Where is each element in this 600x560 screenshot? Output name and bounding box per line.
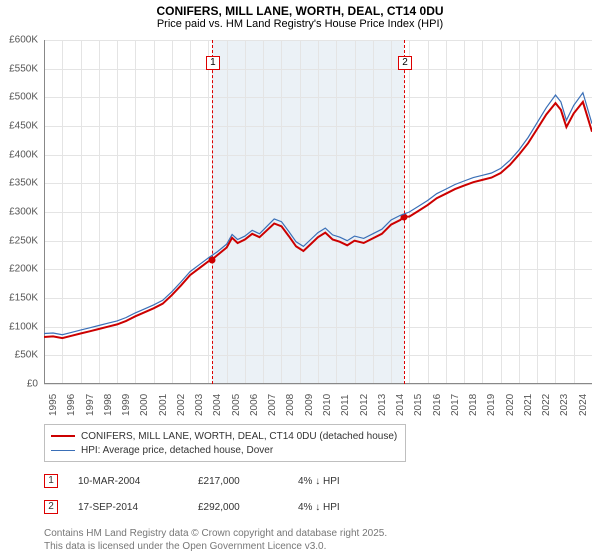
- chart-plot-area: 12: [44, 40, 592, 384]
- y-tick-label: £600K: [0, 35, 38, 46]
- chart-title: CONIFERS, MILL LANE, WORTH, DEAL, CT14 0…: [0, 0, 600, 18]
- legend-label: HPI: Average price, detached house, Dove…: [81, 445, 273, 456]
- row-marker-badge: 2: [44, 500, 58, 514]
- x-tick-label: 2014: [395, 394, 406, 416]
- x-tick-label: 2024: [578, 394, 589, 416]
- row-date: 10-MAR-2004: [78, 476, 198, 487]
- y-tick-label: £0: [0, 379, 38, 390]
- y-tick-label: £300K: [0, 207, 38, 218]
- x-tick-label: 1997: [85, 394, 96, 416]
- legend-item: CONIFERS, MILL LANE, WORTH, DEAL, CT14 0…: [51, 429, 397, 443]
- x-tick-label: 2015: [413, 394, 424, 416]
- x-tick-label: 2019: [486, 394, 497, 416]
- y-tick-label: £250K: [0, 235, 38, 246]
- legend-label: CONIFERS, MILL LANE, WORTH, DEAL, CT14 0…: [81, 431, 397, 442]
- legend-swatch: [51, 435, 75, 437]
- x-tick-label: 2010: [322, 394, 333, 416]
- y-tick-label: £550K: [0, 63, 38, 74]
- legend-item: HPI: Average price, detached house, Dove…: [51, 443, 397, 457]
- x-tick-label: 1998: [103, 394, 114, 416]
- series-line: [44, 93, 592, 335]
- series-lines: [44, 40, 592, 384]
- x-tick-label: 1999: [121, 394, 132, 416]
- y-tick-label: £500K: [0, 92, 38, 103]
- row-marker-badge: 1: [44, 474, 58, 488]
- x-tick-label: 2004: [212, 394, 223, 416]
- x-tick-label: 1995: [48, 394, 59, 416]
- y-tick-label: £150K: [0, 293, 38, 304]
- x-tick-label: 2005: [231, 394, 242, 416]
- y-tick-label: £100K: [0, 321, 38, 332]
- legend-swatch: [51, 450, 75, 451]
- x-tick-label: 2008: [285, 394, 296, 416]
- gridline-h: [44, 384, 592, 385]
- row-delta: 4% ↓ HPI: [298, 476, 398, 487]
- legend: CONIFERS, MILL LANE, WORTH, DEAL, CT14 0…: [44, 424, 406, 462]
- row-delta: 4% ↓ HPI: [298, 502, 398, 513]
- transaction-row: 1 10-MAR-2004£217,0004% ↓ HPI: [44, 474, 398, 488]
- transaction-row: 2 17-SEP-2014£292,0004% ↓ HPI: [44, 500, 398, 514]
- x-tick-label: 2013: [377, 394, 388, 416]
- x-tick-label: 2022: [541, 394, 552, 416]
- x-tick-label: 2020: [505, 394, 516, 416]
- y-tick-label: £450K: [0, 121, 38, 132]
- x-tick-label: 2012: [359, 394, 370, 416]
- row-date: 17-SEP-2014: [78, 502, 198, 513]
- chart-subtitle: Price paid vs. HM Land Registry's House …: [0, 18, 600, 32]
- x-tick-label: 1996: [66, 394, 77, 416]
- x-tick-label: 2003: [194, 394, 205, 416]
- row-price: £217,000: [198, 476, 298, 487]
- x-tick-label: 2006: [249, 394, 260, 416]
- x-tick-label: 2023: [559, 394, 570, 416]
- series-line: [44, 102, 592, 338]
- x-tick-label: 2021: [523, 394, 534, 416]
- y-tick-label: £50K: [0, 350, 38, 361]
- x-tick-label: 2016: [432, 394, 443, 416]
- row-price: £292,000: [198, 502, 298, 513]
- footer-line-2: This data is licensed under the Open Gov…: [44, 541, 326, 552]
- y-tick-label: £200K: [0, 264, 38, 275]
- y-tick-label: £400K: [0, 149, 38, 160]
- x-tick-label: 2000: [139, 394, 150, 416]
- footer-line-1: Contains HM Land Registry data © Crown c…: [44, 528, 387, 539]
- x-tick-label: 2001: [158, 394, 169, 416]
- x-tick-label: 2017: [450, 394, 461, 416]
- x-tick-label: 2009: [304, 394, 315, 416]
- x-tick-label: 2011: [340, 394, 351, 416]
- y-tick-label: £350K: [0, 178, 38, 189]
- x-tick-label: 2007: [267, 394, 278, 416]
- x-tick-label: 2002: [176, 394, 187, 416]
- x-tick-label: 2018: [468, 394, 479, 416]
